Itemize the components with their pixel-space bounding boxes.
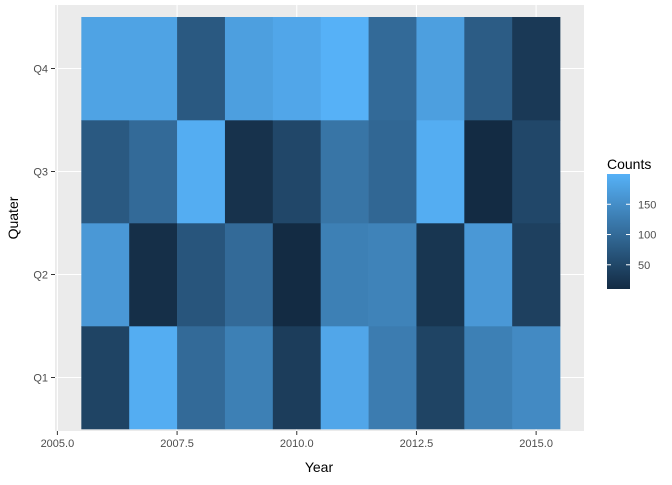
heatmap-tile: [272, 326, 321, 430]
heatmap-tile: [368, 17, 417, 121]
heatmap-tile: [272, 17, 321, 121]
heatmap-tile: [512, 120, 561, 224]
heatmap-tile: [177, 120, 226, 224]
legend-title: Counts: [607, 156, 651, 172]
x-tick-label: 2005.0: [41, 438, 75, 450]
x-tick-label: 2010.0: [280, 438, 314, 450]
heatmap-tile: [464, 223, 513, 327]
heatmap-tile: [224, 326, 274, 430]
heatmap-tile: [512, 17, 561, 121]
heatmap-tile: [177, 17, 226, 121]
y-tick-label: Q2: [33, 270, 48, 282]
heatmap-tiles: [81, 17, 561, 430]
heatmap-tile: [177, 223, 226, 327]
heatmap-tile: [320, 17, 369, 121]
heatmap-tile: [129, 326, 178, 430]
legend-tick-label: 50: [638, 260, 650, 272]
heatmap-tile: [81, 326, 130, 430]
y-tick-label: Q4: [33, 64, 48, 76]
heatmap-tile: [81, 120, 130, 224]
heatmap-tile: [512, 326, 561, 430]
heatmap-tile: [320, 326, 369, 430]
heatmap-tile: [224, 17, 274, 121]
heatmap-tile: [129, 120, 178, 224]
heatmap-tile: [320, 223, 369, 327]
legend-tick-label: 150: [638, 199, 656, 211]
heatmap-tile: [320, 120, 369, 224]
x-axis: 2005.0 2007.5 2010.0 2012.5 2015.0: [41, 431, 553, 450]
x-tick-label: 2012.5: [400, 438, 434, 450]
heatmap-tile: [129, 223, 178, 327]
heatmap-tile: [368, 223, 417, 327]
heatmap-tile: [224, 120, 274, 224]
heatmap-tile: [416, 326, 465, 430]
heatmap-tile: [416, 223, 465, 327]
y-axis-title: Quater: [5, 196, 21, 239]
heatmap-tile: [224, 223, 274, 327]
heatmap-tile: [464, 120, 513, 224]
y-axis: Q1 Q2 Q3 Q4: [33, 64, 55, 385]
heatmap-tile: [464, 17, 513, 121]
heatmap-tile: [129, 17, 178, 121]
x-tick-label: 2015.0: [519, 438, 553, 450]
heatmap-tile: [272, 223, 321, 327]
heatmap-tile: [464, 326, 513, 430]
x-tick-label: 2007.5: [160, 438, 194, 450]
y-tick-label: Q1: [33, 373, 48, 385]
legend-colorbar: [607, 174, 630, 289]
legend: Counts 50 100 150: [607, 156, 656, 289]
heatmap-tile: [81, 223, 130, 327]
heatmap-tile: [177, 326, 226, 430]
heatmap-tile: [416, 17, 465, 121]
x-axis-title: Year: [305, 459, 334, 475]
legend-ticks: 50 100 150: [607, 199, 656, 272]
heatmap-tile: [81, 17, 130, 121]
heatmap-tile: [272, 120, 321, 224]
heatmap-tile: [512, 223, 561, 327]
legend-tick-label: 100: [638, 230, 656, 242]
heatmap-tile: [368, 120, 417, 224]
heatmap-tile: [368, 326, 417, 430]
y-tick-label: Q3: [33, 167, 48, 179]
heatmap-tile: [416, 120, 465, 224]
